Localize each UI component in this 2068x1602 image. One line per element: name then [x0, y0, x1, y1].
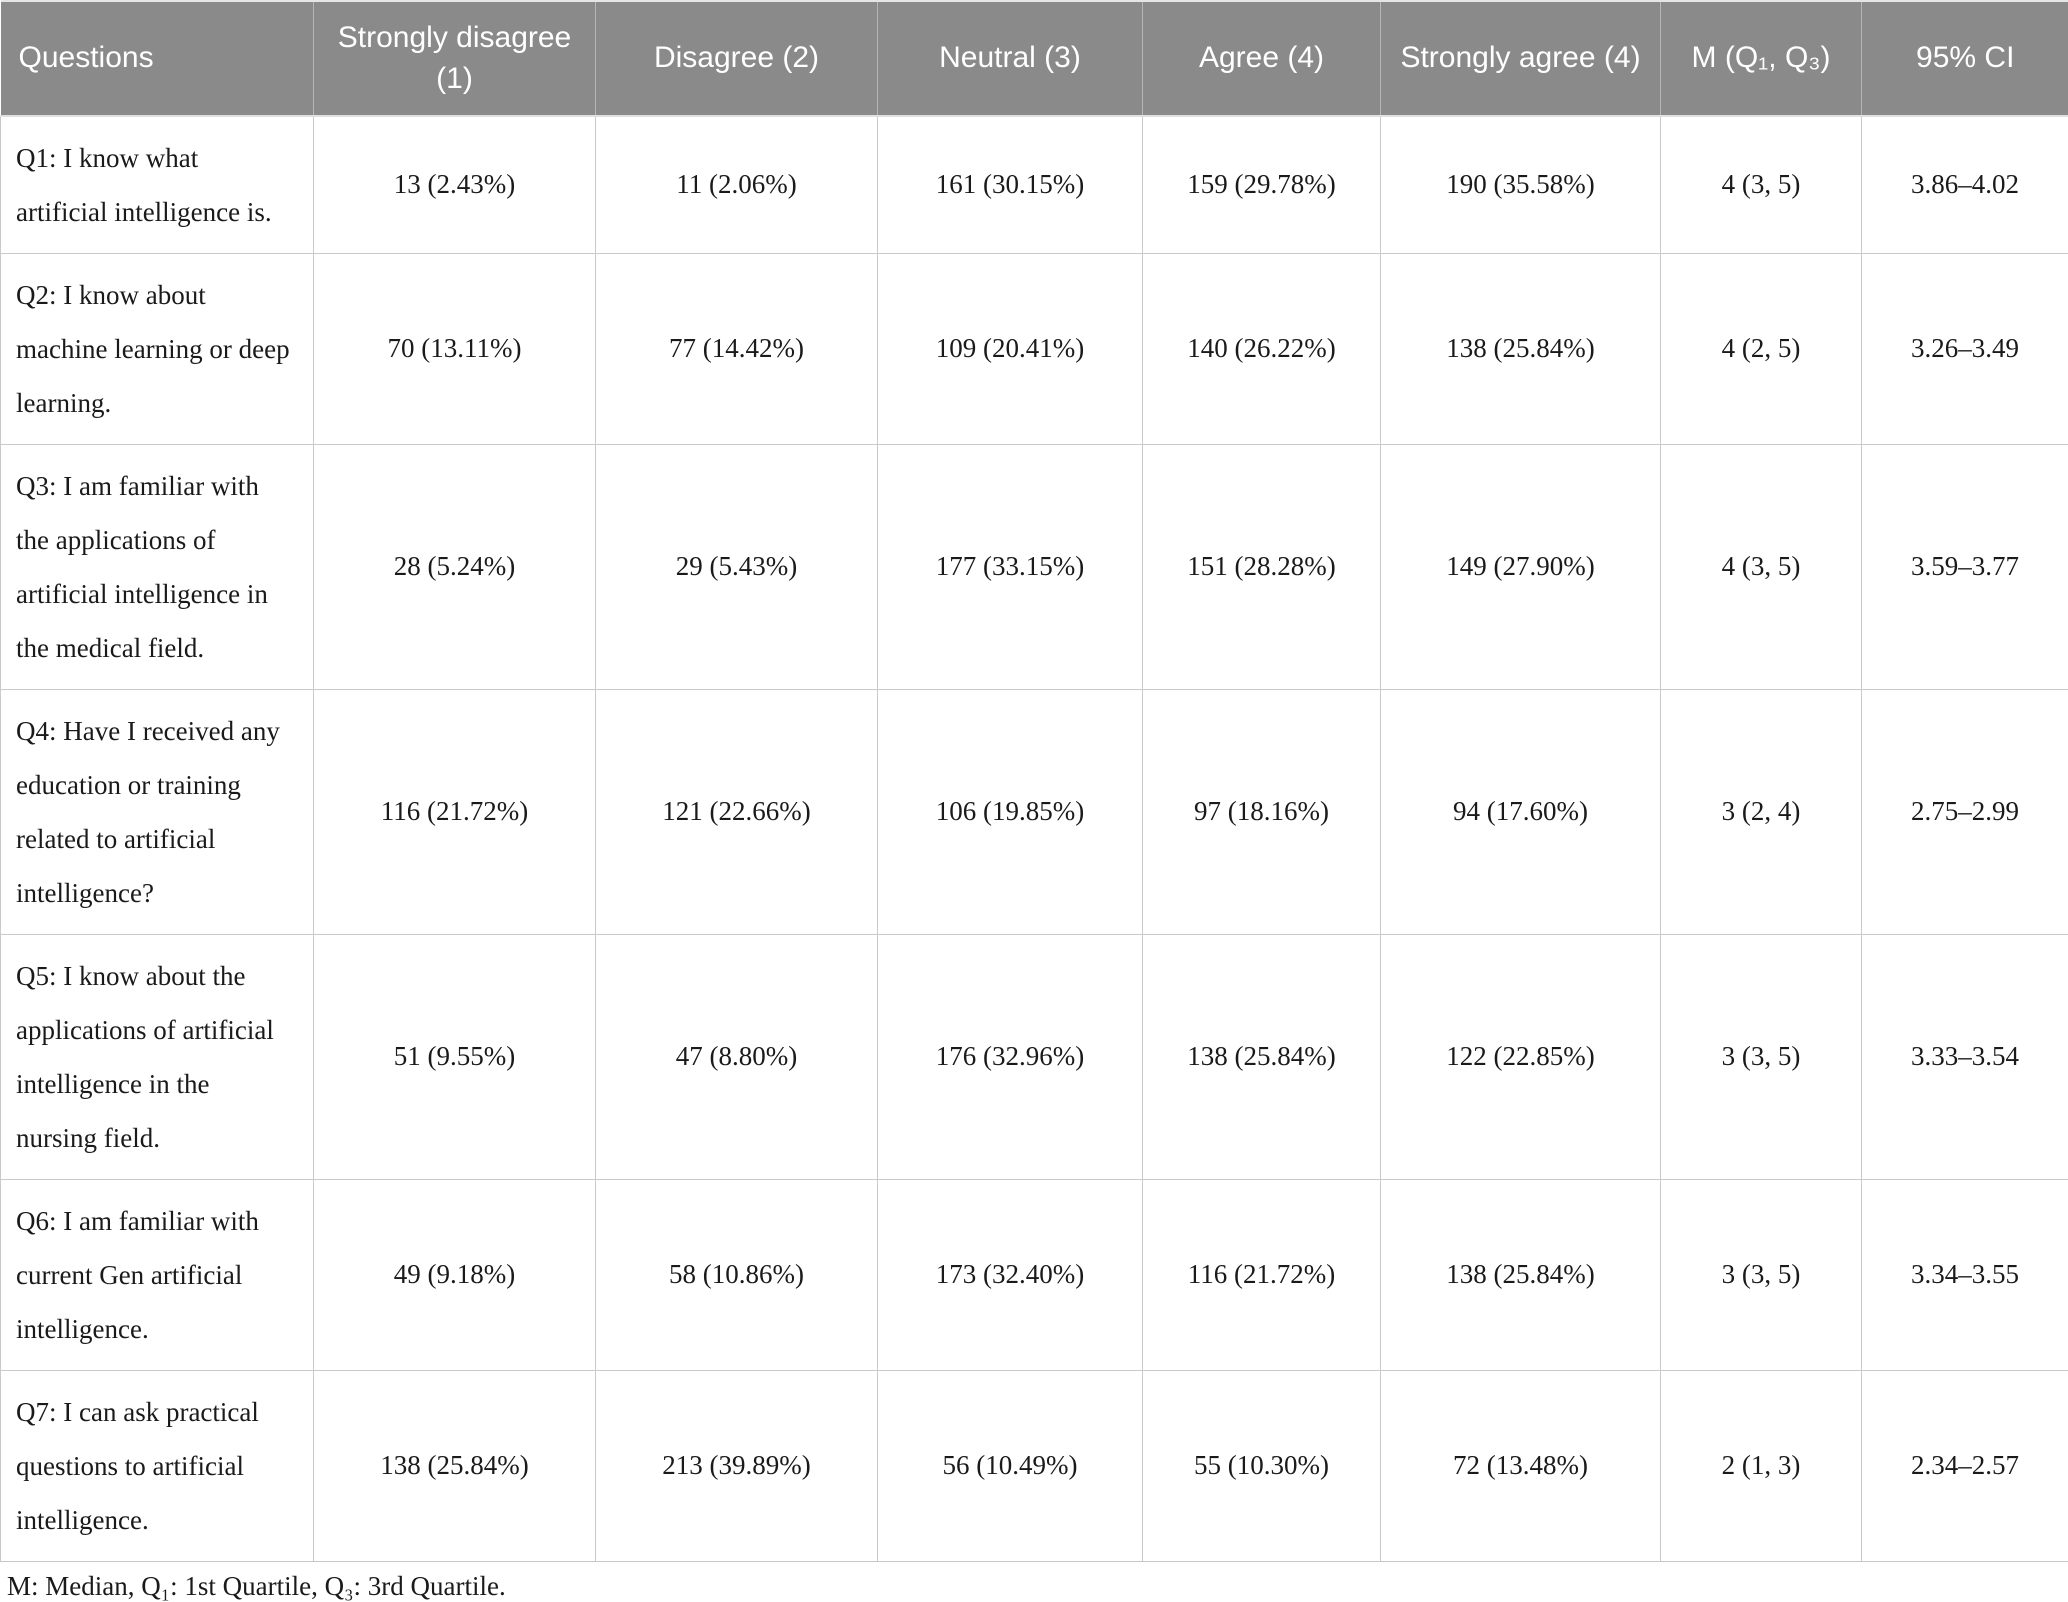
data-cell: 122 (22.85%)	[1381, 935, 1661, 1180]
data-cell: 116 (21.72%)	[1143, 1180, 1381, 1371]
question-cell: Q4: Have I received any education or tra…	[1, 690, 314, 935]
data-cell: 11 (2.06%)	[596, 116, 878, 254]
data-cell: 213 (39.89%)	[596, 1371, 878, 1562]
data-cell: 3.34–3.55	[1862, 1180, 2068, 1371]
column-header-5: Strongly agree (4)	[1381, 1, 1661, 116]
data-cell: 140 (26.22%)	[1143, 254, 1381, 445]
data-cell: 58 (10.86%)	[596, 1180, 878, 1371]
data-cell: 3.33–3.54	[1862, 935, 2068, 1180]
data-cell: 177 (33.15%)	[878, 445, 1143, 690]
data-cell: 106 (19.85%)	[878, 690, 1143, 935]
data-cell: 3.59–3.77	[1862, 445, 2068, 690]
data-cell: 173 (32.40%)	[878, 1180, 1143, 1371]
data-cell: 151 (28.28%)	[1143, 445, 1381, 690]
data-cell: 2.34–2.57	[1862, 1371, 2068, 1562]
data-cell: 51 (9.55%)	[314, 935, 596, 1180]
table-row: Q6: I am familiar with current Gen artif…	[1, 1180, 2068, 1371]
column-header-2: Disagree (2)	[596, 1, 878, 116]
data-cell: 138 (25.84%)	[314, 1371, 596, 1562]
data-cell: 121 (22.66%)	[596, 690, 878, 935]
table-row: Q2: I know about machine learning or dee…	[1, 254, 2068, 445]
data-cell: 77 (14.42%)	[596, 254, 878, 445]
data-cell: 159 (29.78%)	[1143, 116, 1381, 254]
data-cell: 3 (3, 5)	[1661, 1180, 1862, 1371]
column-header-3: Neutral (3)	[878, 1, 1143, 116]
data-cell: 3.26–3.49	[1862, 254, 2068, 445]
question-cell: Q3: I am familiar with the applications …	[1, 445, 314, 690]
table-row: Q7: I can ask practical questions to art…	[1, 1371, 2068, 1562]
table-row: Q4: Have I received any education or tra…	[1, 690, 2068, 935]
data-cell: 4 (3, 5)	[1661, 116, 1862, 254]
data-cell: 47 (8.80%)	[596, 935, 878, 1180]
data-cell: 97 (18.16%)	[1143, 690, 1381, 935]
question-cell: Q6: I am familiar with current Gen artif…	[1, 1180, 314, 1371]
column-header-7: 95% CI	[1862, 1, 2068, 116]
table-row: Q5: I know about the applications of art…	[1, 935, 2068, 1180]
question-cell: Q2: I know about machine learning or dee…	[1, 254, 314, 445]
data-cell: 3 (3, 5)	[1661, 935, 1862, 1180]
data-cell: 72 (13.48%)	[1381, 1371, 1661, 1562]
data-cell: 190 (35.58%)	[1381, 116, 1661, 254]
question-cell: Q7: I can ask practical questions to art…	[1, 1371, 314, 1562]
column-header-1: Strongly disagree (1)	[314, 1, 596, 116]
table-row: Q3: I am familiar with the applications …	[1, 445, 2068, 690]
table-row: Q1: I know what artificial intelligence …	[1, 116, 2068, 254]
data-cell: 94 (17.60%)	[1381, 690, 1661, 935]
data-cell: 138 (25.84%)	[1381, 1180, 1661, 1371]
data-cell: 49 (9.18%)	[314, 1180, 596, 1371]
column-header-4: Agree (4)	[1143, 1, 1381, 116]
data-cell: 56 (10.49%)	[878, 1371, 1143, 1562]
data-cell: 4 (2, 5)	[1661, 254, 1862, 445]
data-cell: 138 (25.84%)	[1381, 254, 1661, 445]
column-header-0: Questions	[1, 1, 314, 116]
data-cell: 2.75–2.99	[1862, 690, 2068, 935]
data-cell: 28 (5.24%)	[314, 445, 596, 690]
table-body: Q1: I know what artificial intelligence …	[1, 116, 2068, 1562]
table-footnote: M: Median, Q₁: 1st Quartile, Q₃: 3rd Qua…	[0, 1562, 2068, 1602]
data-cell: 29 (5.43%)	[596, 445, 878, 690]
data-cell: 3 (2, 4)	[1661, 690, 1862, 935]
data-cell: 176 (32.96%)	[878, 935, 1143, 1180]
data-cell: 2 (1, 3)	[1661, 1371, 1862, 1562]
data-cell: 55 (10.30%)	[1143, 1371, 1381, 1562]
data-cell: 149 (27.90%)	[1381, 445, 1661, 690]
data-cell: 4 (3, 5)	[1661, 445, 1862, 690]
data-cell: 109 (20.41%)	[878, 254, 1143, 445]
data-cell: 161 (30.15%)	[878, 116, 1143, 254]
data-cell: 138 (25.84%)	[1143, 935, 1381, 1180]
data-cell: 70 (13.11%)	[314, 254, 596, 445]
column-header-6: M (Q₁, Q₃)	[1661, 1, 1862, 116]
data-cell: 13 (2.43%)	[314, 116, 596, 254]
question-cell: Q1: I know what artificial intelligence …	[1, 116, 314, 254]
data-cell: 3.86–4.02	[1862, 116, 2068, 254]
data-cell: 116 (21.72%)	[314, 690, 596, 935]
question-cell: Q5: I know about the applications of art…	[1, 935, 314, 1180]
